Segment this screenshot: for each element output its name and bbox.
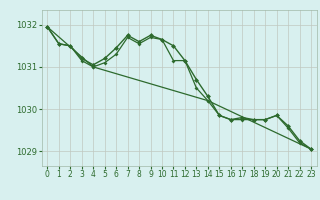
- Text: Graphe pression niveau de la mer (hPa): Graphe pression niveau de la mer (hPa): [58, 185, 262, 194]
